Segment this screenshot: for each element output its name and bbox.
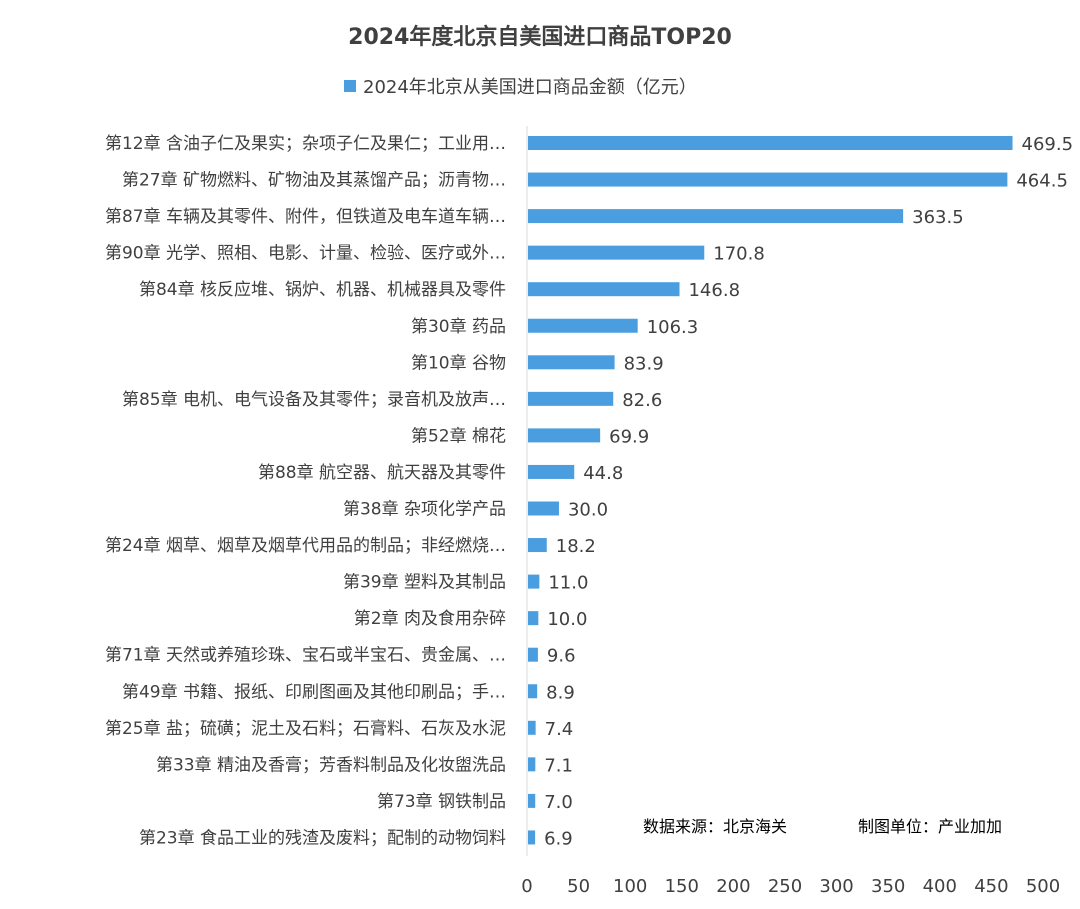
bar [528, 684, 538, 699]
category-label: 第23章 食品工业的残渣及废料；配制的动物饲料 [139, 828, 506, 848]
legend: 2024年北京从美国进口商品金额（亿元） [344, 77, 697, 98]
value-label: 7.1 [544, 755, 573, 776]
value-label: 170.8 [713, 244, 765, 265]
category-label: 第33章 精油及香膏；芳香料制品及化妆盥洗品 [156, 754, 506, 775]
bar [528, 538, 547, 553]
bar [528, 282, 680, 297]
x-tick-label: 450 [974, 876, 1008, 897]
bar [528, 574, 540, 589]
value-label: 18.2 [556, 536, 596, 557]
category-label: 第39章 塑料及其制品 [343, 573, 506, 593]
value-label: 8.9 [546, 682, 575, 703]
category-label: 第88章 航空器、航天器及其零件 [258, 463, 506, 483]
value-label: 106.3 [647, 317, 699, 338]
category-label: 第24章 烟草、烟草及烟草代用品的制品；非经燃烧… [105, 536, 506, 556]
x-tick-label: 400 [923, 876, 957, 897]
x-tick-label: 100 [613, 876, 647, 897]
x-tick-label: 150 [665, 876, 699, 897]
source-note: 数据来源：北京海关 [643, 817, 787, 836]
value-label: 6.9 [544, 828, 573, 849]
bar [528, 793, 536, 808]
category-label: 第52章 棉花 [411, 426, 506, 446]
bar [528, 501, 559, 516]
bar [528, 611, 539, 626]
category-label: 第30章 药品 [411, 317, 506, 337]
x-tick-label: 200 [716, 876, 750, 897]
category-label: 第10章 谷物 [411, 353, 506, 373]
value-label: 469.5 [1022, 134, 1074, 155]
category-label: 第87章 车辆及其零件、附件，但铁道及电车道车辆… [105, 207, 506, 227]
bar [528, 428, 601, 443]
value-label: 363.5 [912, 207, 964, 228]
x-tick-label: 350 [871, 876, 905, 897]
legend-swatch [344, 80, 356, 92]
category-labels: 第12章 含油子仁及果实；杂项子仁及果仁；工业用… 第27章 矿物燃料、矿物油及其… [105, 134, 506, 848]
x-tick-label: 0 [521, 876, 532, 897]
bar [528, 720, 536, 735]
bar [528, 391, 614, 406]
category-label: 第27章 矿物燃料、矿物油及其蒸馏产品；沥青物… [122, 171, 506, 191]
category-label: 第2章 肉及食用杂碎 [354, 609, 506, 629]
value-label: 146.8 [688, 280, 740, 301]
value-label: 83.9 [624, 353, 664, 374]
value-label: 7.0 [544, 792, 573, 813]
category-label: 第12章 含油子仁及果实；杂项子仁及果仁；工业用… [105, 134, 506, 154]
value-label: 82.6 [622, 390, 662, 411]
value-labels: 469.5 464.5 363.5 170.8 146.8 106.3 83.9 82.6 69… [544, 134, 1073, 849]
value-label: 11.0 [548, 573, 588, 594]
value-label: 69.9 [609, 426, 649, 447]
value-label: 9.6 [547, 646, 576, 667]
category-label: 第71章 天然或养殖珍珠、宝石或半宝石、贵金属、… [105, 646, 506, 666]
bar [528, 647, 538, 662]
bar [528, 136, 1013, 150]
value-label: 464.5 [1016, 171, 1068, 192]
x-tick-label: 50 [567, 876, 590, 897]
legend-label: 2024年北京从美国进口商品金额（亿元） [363, 77, 697, 98]
bar [528, 172, 1008, 187]
bar [528, 245, 705, 260]
bar [528, 464, 575, 479]
bars [528, 136, 1013, 845]
x-tick-label: 500 [1026, 876, 1060, 897]
category-label: 第25章 盐；硫磺；泥土及石料；石膏料、石灰及水泥 [105, 718, 506, 739]
category-label: 第49章 书籍、报纸、印刷图画及其他印刷品；手… [122, 682, 506, 702]
value-label: 44.8 [583, 463, 623, 484]
category-label: 第38章 杂项化学产品 [343, 500, 506, 520]
category-label: 第84章 核反应堆、锅炉、机器、机械器具及零件 [139, 280, 506, 300]
bar [528, 830, 536, 845]
x-tick-label: 300 [819, 876, 853, 897]
x-tick-label: 250 [768, 876, 802, 897]
x-axis-ticks: 0 50 100 150 200 250 300 350 400 450 500 [521, 876, 1060, 897]
bar [528, 757, 536, 772]
value-label: 10.0 [547, 609, 587, 630]
value-label: 7.4 [545, 719, 574, 740]
chart-title: 2024年度北京自美国进口商品TOP20 [348, 24, 732, 50]
category-label: 第85章 电机、电气设备及其零件；录音机及放声… [122, 390, 506, 410]
value-label: 30.0 [568, 500, 608, 521]
category-label: 第90章 光学、照相、电影、计量、检验、医疗或外… [105, 244, 506, 264]
category-label: 第73章 钢铁制品 [377, 792, 506, 812]
producer-note: 制图单位：产业加加 [858, 817, 1002, 836]
bar [528, 209, 904, 224]
bar [528, 318, 638, 333]
bar [528, 355, 615, 370]
